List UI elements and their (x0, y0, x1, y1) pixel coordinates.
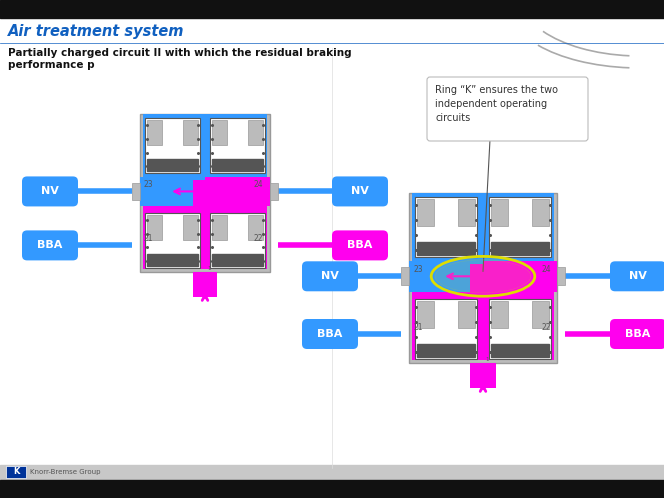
Text: Ring “K” ensures the two: Ring “K” ensures the two (435, 85, 558, 95)
FancyBboxPatch shape (22, 176, 78, 206)
Bar (147, 254, 198, 266)
FancyBboxPatch shape (302, 261, 358, 291)
Bar (409, 261, 483, 292)
Text: independent operating: independent operating (435, 99, 547, 109)
Bar (415, 299, 477, 359)
Bar (491, 199, 509, 226)
Ellipse shape (435, 259, 531, 293)
Bar (412, 193, 554, 261)
FancyBboxPatch shape (427, 77, 588, 141)
Bar (147, 215, 163, 240)
FancyBboxPatch shape (610, 319, 664, 349)
Bar (248, 215, 263, 240)
Bar (145, 213, 200, 268)
Bar (491, 301, 509, 328)
Text: 22: 22 (541, 323, 550, 332)
Bar (417, 344, 475, 357)
Bar (183, 215, 198, 240)
Bar (248, 120, 263, 145)
Text: NV: NV (629, 271, 647, 281)
Bar (270, 183, 278, 200)
Bar (469, 264, 496, 295)
Text: Partially charged circuit II with which the residual braking: Partially charged circuit II with which … (8, 48, 352, 58)
Text: BBA: BBA (625, 329, 651, 339)
Bar (0, 0, 664, 18)
FancyBboxPatch shape (332, 231, 388, 260)
Bar (457, 301, 475, 328)
Text: NV: NV (351, 186, 369, 196)
FancyBboxPatch shape (332, 176, 388, 206)
Bar (132, 183, 140, 200)
Bar (415, 197, 477, 257)
Bar (417, 242, 475, 255)
Bar (183, 120, 198, 145)
Bar (6, 466, 26, 478)
Text: 21: 21 (413, 323, 422, 332)
Bar (417, 301, 434, 328)
Text: circuits: circuits (435, 113, 470, 123)
Text: NV: NV (321, 271, 339, 281)
Bar (147, 120, 163, 145)
Text: 22: 22 (254, 235, 264, 244)
Text: performance р: performance р (8, 60, 95, 70)
Bar (0, 465, 664, 480)
Text: Knorr-Bremse Group: Knorr-Bremse Group (30, 469, 100, 475)
Text: 24: 24 (254, 180, 264, 189)
Bar (417, 199, 434, 226)
Bar (489, 197, 551, 257)
Bar (147, 159, 198, 171)
Bar (491, 344, 549, 357)
Bar (401, 267, 409, 285)
Bar (409, 193, 557, 363)
Bar (193, 180, 216, 209)
Bar (483, 261, 557, 292)
Text: 23: 23 (144, 180, 153, 189)
Bar (212, 254, 263, 266)
Text: 1: 1 (207, 266, 210, 271)
FancyBboxPatch shape (302, 319, 358, 349)
Text: 1: 1 (485, 357, 489, 362)
Text: Air treatment system: Air treatment system (8, 23, 185, 38)
Bar (143, 206, 267, 269)
Bar (212, 159, 263, 171)
Bar (140, 114, 270, 272)
Bar (212, 120, 228, 145)
Bar (469, 363, 496, 388)
Text: BBA: BBA (37, 241, 62, 250)
FancyBboxPatch shape (22, 231, 78, 260)
Bar (145, 118, 200, 173)
Bar (210, 118, 265, 173)
Text: BBA: BBA (317, 329, 343, 339)
Text: BBA: BBA (347, 241, 373, 250)
Bar (212, 215, 228, 240)
Text: NV: NV (41, 186, 59, 196)
Bar (193, 272, 216, 297)
Text: 21: 21 (144, 235, 153, 244)
Bar (491, 242, 549, 255)
Bar (205, 177, 270, 206)
Bar (143, 114, 267, 177)
Text: K: K (13, 468, 19, 477)
Bar (557, 267, 565, 285)
Bar (140, 177, 205, 206)
Bar (489, 299, 551, 359)
Bar (532, 301, 549, 328)
Bar (457, 199, 475, 226)
FancyBboxPatch shape (610, 261, 664, 291)
Text: 24: 24 (541, 265, 550, 274)
Bar (532, 199, 549, 226)
Bar (0, 480, 664, 498)
Text: 23: 23 (413, 265, 422, 274)
Bar (0, 18, 664, 43)
Bar (210, 213, 265, 268)
Bar (412, 292, 554, 360)
